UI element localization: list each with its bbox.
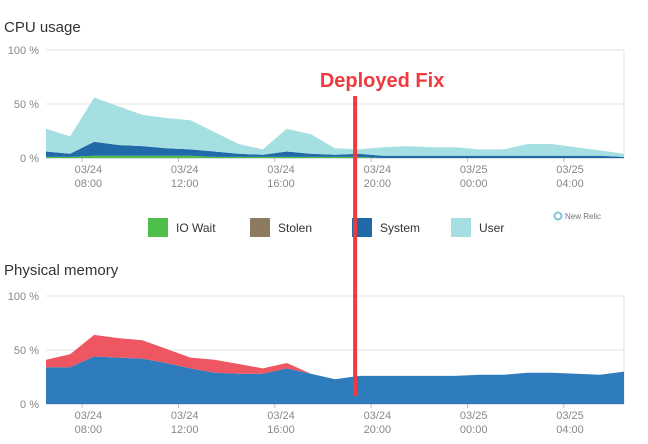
mem-y-tick-label: 50 %: [14, 345, 39, 357]
cpu-x-tick-time: 00:00: [460, 178, 488, 190]
memory-plot-area: [46, 334, 624, 404]
cpu-legend: IO Wait Stolen System User: [148, 218, 504, 237]
mem-x-tick-date: 03/24: [364, 410, 392, 422]
cpu-x-tick-date: 03/25: [556, 164, 584, 176]
cpu-x-tick-time: 16:00: [267, 178, 295, 190]
cpu-x-tick-date: 03/25: [460, 164, 488, 176]
deploy-annotation: Deployed Fix: [316, 69, 448, 396]
legend-swatch-stolen: [250, 218, 270, 237]
cpu-chart: CPU usage 0 % 50 % 100 % 03/24 08:00 03/24 12…: [4, 19, 625, 237]
cpu-y-tick-label: 0 %: [20, 153, 39, 165]
memory-chart: Physical memory 0 %50 %100 % 03/2408:000…: [4, 262, 625, 436]
mem-x-tick-date: 03/25: [460, 410, 488, 422]
cpu-x-tick-time: 12:00: [171, 178, 199, 190]
cpu-x-tick-date: 03/24: [267, 164, 295, 176]
cpu-plot-area: [46, 97, 624, 158]
cpu-x-tick-time: 20:00: [364, 178, 392, 190]
deploy-label-background: [316, 69, 448, 93]
cpu-x-tick-time: 04:00: [556, 178, 584, 190]
mem-x-tick-date: 03/24: [171, 410, 199, 422]
mem-x-tick-time: 08:00: [75, 424, 103, 436]
cpu-x-tick-time: 08:00: [75, 178, 103, 190]
legend-label-system: System: [380, 221, 420, 235]
mem-x-tick-time: 16:00: [267, 424, 295, 436]
mem-area-series-1: [46, 334, 624, 380]
memory-y-axis: 0 % 50 % 100 %: [8, 291, 39, 411]
mem-x-tick-date: 03/25: [556, 410, 584, 422]
new-relic-logo-icon: [553, 211, 563, 221]
legend-swatch-io-wait: [148, 218, 168, 237]
cpu-area-system: [46, 141, 624, 158]
deploy-annotation-label: Deployed Fix: [320, 70, 444, 92]
legend-label-user: User: [479, 221, 504, 235]
mem-area-series-0: [46, 356, 624, 404]
new-relic-brand: New Relic: [553, 211, 601, 221]
cpu-y-tick-label: 50 %: [14, 99, 39, 111]
cpu-y-tick-label: 100 %: [8, 45, 39, 57]
legend-label-stolen: Stolen: [278, 221, 312, 235]
memory-chart-title: Physical memory: [4, 262, 119, 279]
legend-swatch-user: [451, 218, 471, 237]
mem-x-tick-date: 03/24: [267, 410, 295, 422]
legend-label-io-wait: IO Wait: [176, 221, 216, 235]
cpu-chart-title: CPU usage: [4, 19, 81, 36]
new-relic-label: New Relic: [565, 212, 601, 221]
cpu-x-axis: 03/24 08:00 03/24 12:00 03/24 16:00 03/24 20:00…: [75, 158, 584, 190]
mem-x-tick-date: 03/24: [75, 410, 103, 422]
cpu-x-tick-date: 03/24: [171, 164, 199, 176]
mem-x-tick-time: 00:00: [460, 424, 488, 436]
mem-x-tick-time: 20:00: [364, 424, 392, 436]
cpu-x-tick-date: 03/24: [75, 164, 103, 176]
cpu-y-axis: 0 % 50 % 100 %: [8, 45, 39, 165]
mem-x-tick-time: 12:00: [171, 424, 199, 436]
cpu-x-tick-date: 03/24: [364, 164, 392, 176]
cpu-area-user: [46, 97, 624, 157]
mem-x-tick-time: 04:00: [556, 424, 584, 436]
mem-y-tick-label: 100 %: [8, 291, 39, 303]
memory-x-axis: 03/24 08:00 03/24 12:00 03/24 16:00 03/24 20:00…: [75, 404, 584, 436]
mem-y-tick-label: 0 %: [20, 399, 39, 411]
